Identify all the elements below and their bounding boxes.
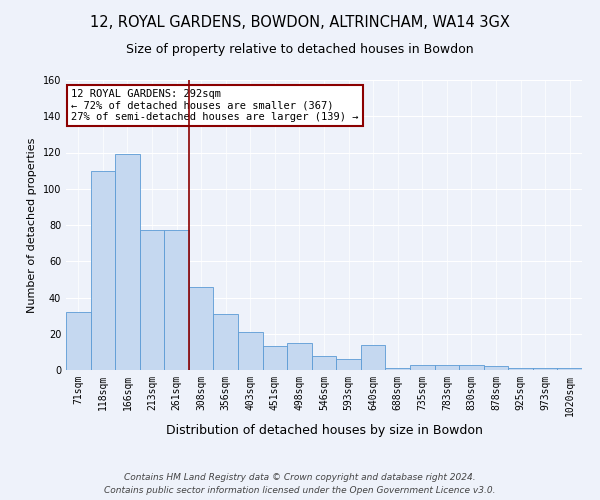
- Bar: [164, 230, 189, 370]
- Bar: [484, 366, 508, 370]
- Bar: [410, 364, 434, 370]
- Bar: [214, 314, 238, 370]
- Bar: [385, 368, 410, 370]
- Bar: [361, 344, 385, 370]
- Bar: [238, 332, 263, 370]
- Text: 12 ROYAL GARDENS: 292sqm
← 72% of detached houses are smaller (367)
27% of semi-: 12 ROYAL GARDENS: 292sqm ← 72% of detach…: [71, 88, 359, 122]
- Bar: [336, 359, 361, 370]
- Bar: [115, 154, 140, 370]
- Bar: [66, 312, 91, 370]
- Bar: [140, 230, 164, 370]
- Bar: [508, 368, 533, 370]
- Bar: [312, 356, 336, 370]
- X-axis label: Distribution of detached houses by size in Bowdon: Distribution of detached houses by size …: [166, 424, 482, 438]
- Bar: [189, 286, 214, 370]
- Text: 12, ROYAL GARDENS, BOWDON, ALTRINCHAM, WA14 3GX: 12, ROYAL GARDENS, BOWDON, ALTRINCHAM, W…: [90, 15, 510, 30]
- Bar: [459, 364, 484, 370]
- Bar: [287, 343, 312, 370]
- Y-axis label: Number of detached properties: Number of detached properties: [27, 138, 37, 312]
- Bar: [557, 368, 582, 370]
- Bar: [434, 364, 459, 370]
- Bar: [263, 346, 287, 370]
- Text: Contains HM Land Registry data © Crown copyright and database right 2024.
Contai: Contains HM Land Registry data © Crown c…: [104, 474, 496, 495]
- Text: Size of property relative to detached houses in Bowdon: Size of property relative to detached ho…: [126, 42, 474, 56]
- Bar: [91, 170, 115, 370]
- Bar: [533, 368, 557, 370]
